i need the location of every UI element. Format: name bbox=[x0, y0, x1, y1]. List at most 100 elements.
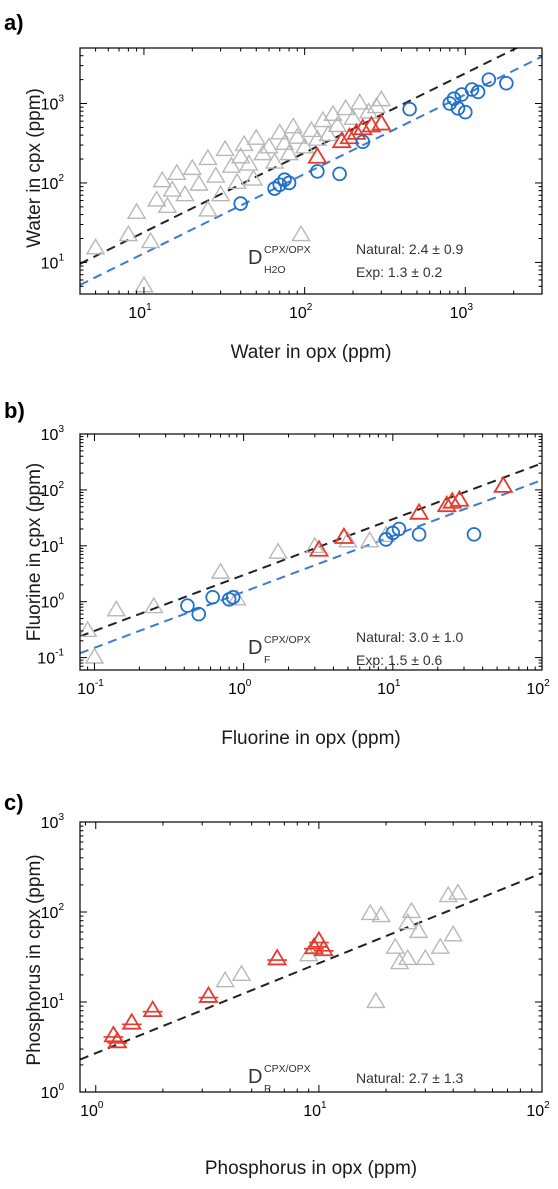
y-tick-label: 103 bbox=[41, 94, 65, 114]
experimental-point bbox=[499, 75, 514, 91]
panel-b: b) Fluorine in cpx (ppm) Fluorine in opx… bbox=[4, 398, 550, 749]
highlight-point bbox=[308, 539, 330, 557]
natural-point bbox=[157, 196, 178, 213]
natural-point bbox=[283, 117, 304, 134]
natural-point bbox=[198, 148, 218, 166]
natural-point bbox=[448, 883, 468, 900]
natural-point bbox=[408, 921, 429, 939]
highlight-point bbox=[493, 475, 514, 493]
panel-b-experimental-d: Exp: 1.5 ± 0.6 bbox=[356, 652, 443, 668]
natural-point bbox=[343, 108, 363, 126]
panel-a-d-symbol: D bbox=[248, 247, 262, 269]
natural-point bbox=[210, 184, 231, 202]
highlight-point bbox=[307, 146, 328, 164]
highlight-point bbox=[107, 1031, 128, 1049]
panel-a-xlabel: Water in opx (ppm) bbox=[231, 342, 392, 363]
highlight-point bbox=[333, 526, 355, 544]
x-tick-label: 101 bbox=[128, 302, 152, 322]
natural-point bbox=[349, 93, 370, 110]
natural-point bbox=[144, 596, 164, 614]
experimental-point bbox=[466, 527, 482, 542]
natural-point bbox=[227, 172, 247, 190]
natural-point bbox=[80, 620, 98, 638]
natural-point bbox=[85, 238, 106, 255]
highlight-point bbox=[313, 939, 334, 957]
natural-point bbox=[430, 937, 451, 954]
natural-point bbox=[227, 589, 247, 606]
experimental-point bbox=[446, 91, 462, 106]
natural-point bbox=[106, 599, 127, 617]
highlight-point bbox=[121, 1012, 142, 1030]
natural-point bbox=[327, 115, 348, 133]
natural-point bbox=[397, 948, 418, 966]
x-tick-label: 10-1 bbox=[77, 678, 104, 698]
natural-point bbox=[239, 154, 259, 171]
panel-a-letter: a) bbox=[4, 10, 24, 35]
natural-point bbox=[385, 937, 406, 954]
natural-point bbox=[231, 964, 252, 982]
highlight-point bbox=[408, 502, 430, 520]
natural-point bbox=[146, 190, 167, 207]
natural-point bbox=[359, 531, 380, 548]
natural-point bbox=[140, 231, 161, 249]
natural-point bbox=[166, 163, 187, 181]
panel-c-partition-coefficient: D CPX/OPX P Natural: 2.7 ± 1.3 bbox=[248, 1063, 464, 1095]
natural-point bbox=[279, 143, 299, 161]
highlight-point bbox=[352, 118, 373, 136]
experimental-point bbox=[180, 598, 195, 613]
experimental-point bbox=[458, 104, 473, 120]
panel-c-d-subscript: P bbox=[264, 1083, 271, 1095]
natural-point bbox=[305, 536, 325, 554]
y-tick-label: 101 bbox=[41, 536, 65, 556]
panel-b-markers bbox=[80, 475, 514, 664]
panel-c-markers bbox=[103, 883, 468, 1049]
experimental-point bbox=[355, 134, 371, 150]
panel-b-d-subscript: F bbox=[264, 654, 270, 666]
panel-c: c) Phosphorus in cpx (ppm) Phosphorus in… bbox=[4, 790, 550, 1179]
natural-point bbox=[443, 924, 463, 942]
natural-point bbox=[301, 120, 322, 138]
natural-point bbox=[371, 905, 391, 923]
y-tick-label: 101 bbox=[41, 252, 65, 272]
highlight-point bbox=[331, 131, 352, 149]
natural-point bbox=[152, 170, 173, 188]
panel-b-fits bbox=[80, 462, 542, 655]
panel-b-ylabel: Fluorine in cpx (ppm) bbox=[24, 463, 45, 641]
y-tick-label: 102 bbox=[41, 902, 65, 922]
experimental-point bbox=[310, 164, 325, 179]
natural-point bbox=[230, 146, 251, 164]
experimental-point bbox=[281, 175, 297, 191]
highlight-point bbox=[308, 930, 330, 948]
panel-b-natural-d: Natural: 3.0 ± 1.0 bbox=[356, 629, 464, 645]
x-tick-label: 100 bbox=[228, 678, 252, 698]
panel-a-frame bbox=[79, 47, 543, 295]
fit-line-experimental bbox=[80, 479, 542, 655]
highlight-point bbox=[266, 948, 288, 966]
panel-c-natural-d: Natural: 2.7 ± 1.3 bbox=[356, 1070, 464, 1086]
experimental-point bbox=[332, 166, 347, 182]
experimental-point bbox=[450, 101, 466, 116]
natural-point bbox=[175, 184, 195, 202]
natural-point bbox=[335, 98, 356, 116]
panel-c-ticks: 100 101 102 100 101 102 103 bbox=[41, 812, 550, 1120]
fit-line-natural bbox=[80, 462, 542, 638]
panel-a-natural-d: Natural: 2.4 ± 0.9 bbox=[356, 241, 464, 257]
x-tick-label: 102 bbox=[526, 1100, 550, 1120]
experimental-point bbox=[233, 196, 248, 211]
y-tick-label: 101 bbox=[41, 992, 65, 1012]
x-tick-label: 102 bbox=[289, 302, 313, 322]
natural-point bbox=[234, 134, 254, 152]
x-tick-label: 103 bbox=[450, 302, 474, 322]
natural-point bbox=[318, 124, 338, 142]
experimental-point bbox=[411, 527, 427, 542]
natural-point bbox=[162, 180, 183, 197]
natural-point bbox=[401, 901, 422, 919]
experimental-point bbox=[277, 172, 292, 187]
natural-point bbox=[243, 169, 264, 186]
x-tick-label: 102 bbox=[526, 678, 550, 698]
experimental-point bbox=[225, 589, 241, 605]
natural-point bbox=[259, 137, 279, 154]
experimental-point bbox=[272, 177, 288, 193]
natural-point bbox=[215, 970, 235, 988]
panel-c-xlabel: Phosphorus in opx (ppm) bbox=[205, 1158, 417, 1179]
